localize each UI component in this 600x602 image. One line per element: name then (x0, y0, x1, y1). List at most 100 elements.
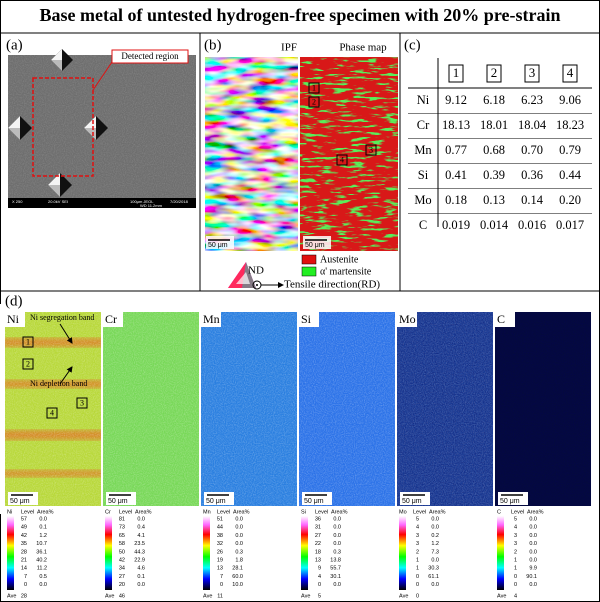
legend-level: 0 (318, 582, 321, 588)
legend-header: Area% (135, 509, 152, 515)
table-cell: 0.18 (445, 193, 467, 207)
legend-area: 0.0 (235, 525, 243, 531)
legend-level: 35 (21, 541, 27, 547)
legend-header: Level (21, 509, 34, 515)
legend-level: 38 (217, 533, 223, 539)
annotation: Ni depletion band (30, 379, 87, 388)
legend-level: 20 (119, 582, 125, 588)
region-box (22, 358, 34, 370)
legend-level: 0 (24, 582, 27, 588)
annotation: Detected region (121, 51, 179, 61)
table-cell: 0.20 (559, 193, 581, 207)
table-cell: 18.01 (480, 118, 508, 132)
region-label: 4 (340, 155, 344, 164)
legend-area: 0.0 (137, 516, 145, 522)
legend-level: 42 (21, 533, 27, 539)
map-noise (103, 312, 199, 506)
legend-ave: 28 (21, 593, 27, 599)
martensite (300, 57, 398, 251)
legend-ave-label: Ave (301, 593, 310, 599)
legend-area: 10.0 (232, 582, 243, 588)
indent-face (84, 128, 96, 140)
legend-level: 81 (119, 516, 125, 522)
figure-title: Base metal of untested hydrogen-free spe… (40, 5, 561, 25)
color-scale (105, 516, 112, 590)
scale-bar-label: 50 μm (10, 498, 30, 505)
legend-area: 0.0 (529, 557, 537, 563)
legend-area: 0.0 (529, 549, 537, 555)
legend-level: 1 (416, 557, 419, 563)
table-cell: 0.36 (521, 168, 543, 182)
legend-header: Area% (429, 509, 446, 515)
table-cell: 0.79 (559, 143, 581, 157)
legend-level: 1 (514, 566, 517, 572)
legend-area: 36.1 (36, 549, 47, 555)
sem-footer (8, 198, 196, 208)
detected-region (32, 77, 94, 177)
table-cell: 0.44 (559, 168, 582, 182)
legend-area: 0.0 (333, 525, 341, 531)
map-label: Ni (7, 312, 20, 326)
legend-area: 10.7 (36, 541, 47, 547)
legend-level: 1 (416, 566, 419, 572)
map-noise (201, 312, 297, 506)
legend-level: 9 (318, 566, 321, 572)
sem-info: 20.0kV SEI (48, 199, 68, 204)
table-cell: 6.18 (483, 93, 505, 107)
legend-area: 0.0 (333, 582, 341, 588)
map-label-bg (397, 312, 417, 327)
legend-area: 22.9 (134, 557, 145, 563)
table-cell: 0.13 (483, 193, 505, 207)
row-header: C (419, 218, 427, 232)
legend-area: 0.0 (333, 541, 341, 547)
legend-area: 4.1 (137, 533, 145, 539)
legend-area: 30.3 (428, 566, 439, 572)
legend-ave-label: Ave (7, 593, 16, 599)
annotation-box (111, 49, 189, 64)
legend-level: 2 (416, 549, 419, 555)
legend-level: 13 (315, 557, 321, 563)
legend-area: 0.3 (333, 549, 341, 555)
map-label-bg (299, 312, 319, 327)
legend-level: 0 (514, 582, 517, 588)
panel-label: (d) (5, 293, 23, 309)
map-label: Mo (399, 312, 416, 326)
rd-dot (256, 284, 258, 286)
region-label: 3 (80, 398, 84, 407)
legend-element: Mo (399, 509, 407, 515)
map-label-bg (103, 312, 123, 327)
legend-level: 32 (217, 541, 223, 547)
legend-level: 19 (217, 557, 223, 563)
legend-area: 0.0 (431, 516, 439, 522)
scale-bar-label: 50 μm (305, 242, 325, 249)
legend-header: Level (119, 509, 132, 515)
region-box (365, 144, 377, 156)
map-label: Cr (105, 312, 117, 326)
legend-swatch (301, 266, 317, 277)
column-box (448, 64, 464, 83)
legend-element: Si (301, 509, 306, 515)
region-box (308, 96, 320, 108)
row-header: Cr (417, 118, 430, 132)
map-label-bg (495, 312, 515, 327)
region-label: 2 (312, 97, 316, 106)
legend-area: 0.0 (431, 582, 439, 588)
legend-area: 0.0 (333, 516, 341, 522)
legend-ave-label: Ave (105, 593, 114, 599)
legend-level: 14 (21, 566, 27, 572)
annotation-arrow (59, 323, 73, 344)
legend-area: 7.3 (431, 549, 439, 555)
table-cell: 18.04 (518, 118, 547, 132)
legend-level: 13 (217, 566, 223, 572)
legend-area: 0.4 (137, 525, 145, 531)
legend-area: 0.0 (39, 516, 47, 522)
legend-header: Area% (527, 509, 544, 515)
table-cell: 0.77 (445, 143, 467, 157)
color-scale (7, 516, 14, 590)
map-label-bg (5, 312, 25, 327)
row-header: Mn (414, 143, 432, 157)
legend-level: 50 (119, 549, 125, 555)
legend-header: Level (217, 509, 230, 515)
axis-label: Tensile direction(RD) (284, 279, 380, 291)
